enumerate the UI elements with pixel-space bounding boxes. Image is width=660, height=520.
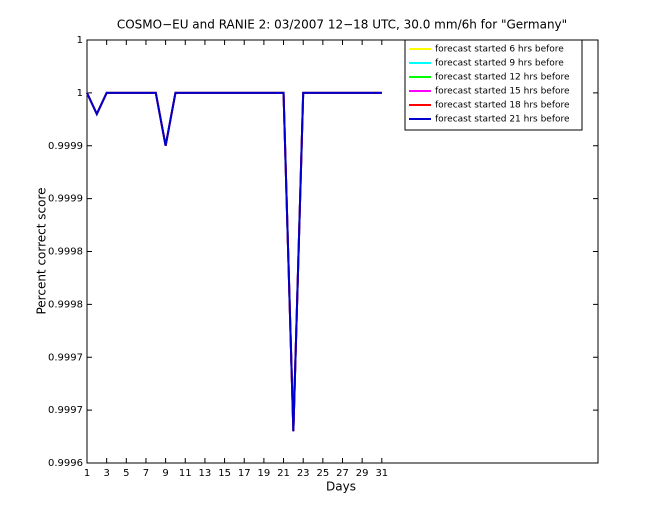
legend-label: forecast started 21 hrs before [435,115,570,125]
y-tick-label: 1 [77,35,83,46]
legend-label: forecast started 15 hrs before [435,87,570,97]
x-tick-label: 7 [143,468,149,479]
x-tick-label: 29 [356,468,369,479]
y-tick-label: 0.9999 [48,194,83,205]
legend-label: forecast started 6 hrs before [435,45,564,55]
legend-label: forecast started 18 hrs before [435,101,570,111]
legend-label: forecast started 12 hrs before [435,73,570,83]
x-axis-label: Days [326,480,356,494]
legend-label: forecast started 9 hrs before [435,59,564,69]
y-tick-label: 0.9996 [48,458,83,469]
chart-title: COSMO−EU and RANIE 2: 03/2007 12−18 UTC,… [117,18,567,32]
y-tick-label: 0.9998 [48,299,83,310]
y-tick-label: 0.9997 [48,352,83,363]
x-tick-label: 3 [103,468,109,479]
legend-box [404,39,583,131]
x-tick-label: 9 [162,468,168,479]
y-tick-label: 0.9998 [48,247,83,258]
x-tick-label: 21 [277,468,290,479]
x-tick-label: 15 [218,468,231,479]
x-tick-label: 19 [258,468,271,479]
y-tick-label: 1 [77,88,83,99]
y-tick-label: 0.9999 [48,141,83,152]
x-tick-label: 13 [199,468,212,479]
y-axis-label: Percent correct score [35,187,49,314]
x-tick-label: 5 [123,468,129,479]
x-tick-label: 23 [297,468,310,479]
x-tick-label: 17 [238,468,251,479]
x-tick-label: 31 [375,468,388,479]
x-tick-label: 11 [179,468,192,479]
x-tick-label: 27 [336,468,349,479]
y-tick-label: 0.9997 [48,405,83,416]
x-tick-label: 1 [84,468,90,479]
series-line [86,91,382,432]
x-tick-label: 25 [316,468,329,479]
